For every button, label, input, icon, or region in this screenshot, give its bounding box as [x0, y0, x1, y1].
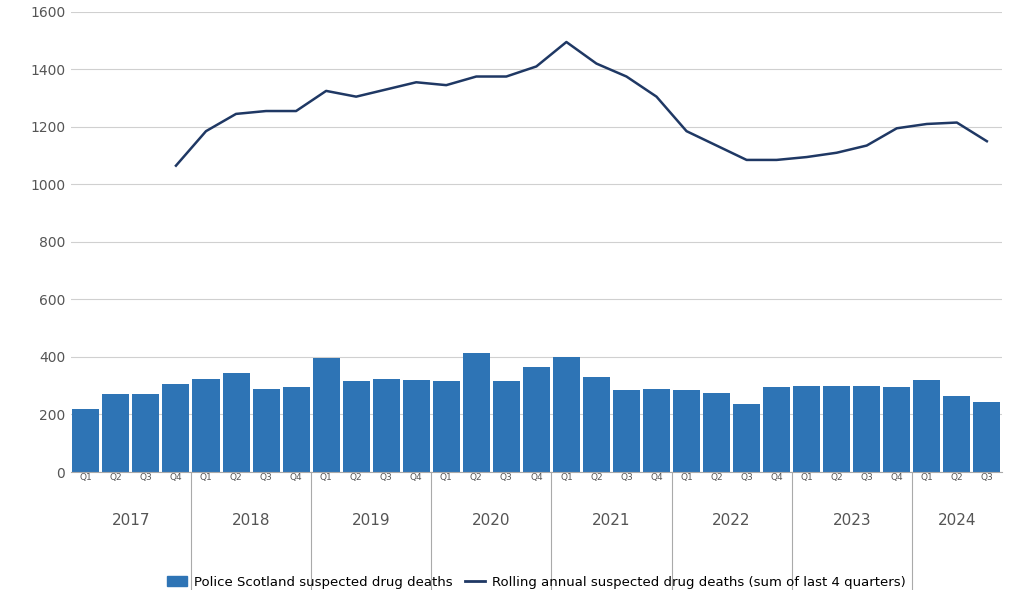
Text: 2023: 2023: [832, 513, 870, 529]
Bar: [883, 387, 909, 472]
Bar: [253, 389, 279, 472]
Bar: [343, 381, 369, 472]
Bar: [282, 387, 309, 472]
Bar: [852, 386, 880, 472]
Legend: Police Scotland suspected drug deaths, Rolling annual suspected drug deaths (sum: Police Scotland suspected drug deaths, R…: [162, 571, 910, 590]
Bar: [762, 387, 790, 472]
Bar: [72, 409, 99, 472]
Bar: [222, 373, 250, 472]
Bar: [582, 377, 610, 472]
Bar: [642, 389, 669, 472]
Bar: [433, 381, 459, 472]
Bar: [793, 386, 819, 472]
Bar: [822, 386, 849, 472]
Text: 2020: 2020: [471, 513, 511, 529]
Text: 2021: 2021: [591, 513, 630, 529]
Bar: [163, 384, 189, 472]
Bar: [102, 394, 129, 472]
Bar: [312, 358, 340, 472]
Bar: [402, 380, 430, 472]
Bar: [732, 404, 759, 472]
Bar: [942, 396, 970, 472]
Text: 2019: 2019: [352, 513, 390, 529]
Text: 2017: 2017: [111, 513, 150, 529]
Bar: [613, 390, 639, 472]
Bar: [523, 367, 549, 472]
Bar: [703, 393, 729, 472]
Bar: [492, 381, 520, 472]
Text: 2024: 2024: [936, 513, 976, 529]
Bar: [132, 394, 160, 472]
Bar: [973, 402, 1000, 472]
Bar: [672, 390, 700, 472]
Bar: [912, 380, 939, 472]
Bar: [462, 353, 489, 472]
Text: 2022: 2022: [712, 513, 750, 529]
Bar: [192, 379, 219, 472]
Bar: [372, 379, 399, 472]
Bar: [552, 357, 579, 472]
Text: 2018: 2018: [232, 513, 270, 529]
